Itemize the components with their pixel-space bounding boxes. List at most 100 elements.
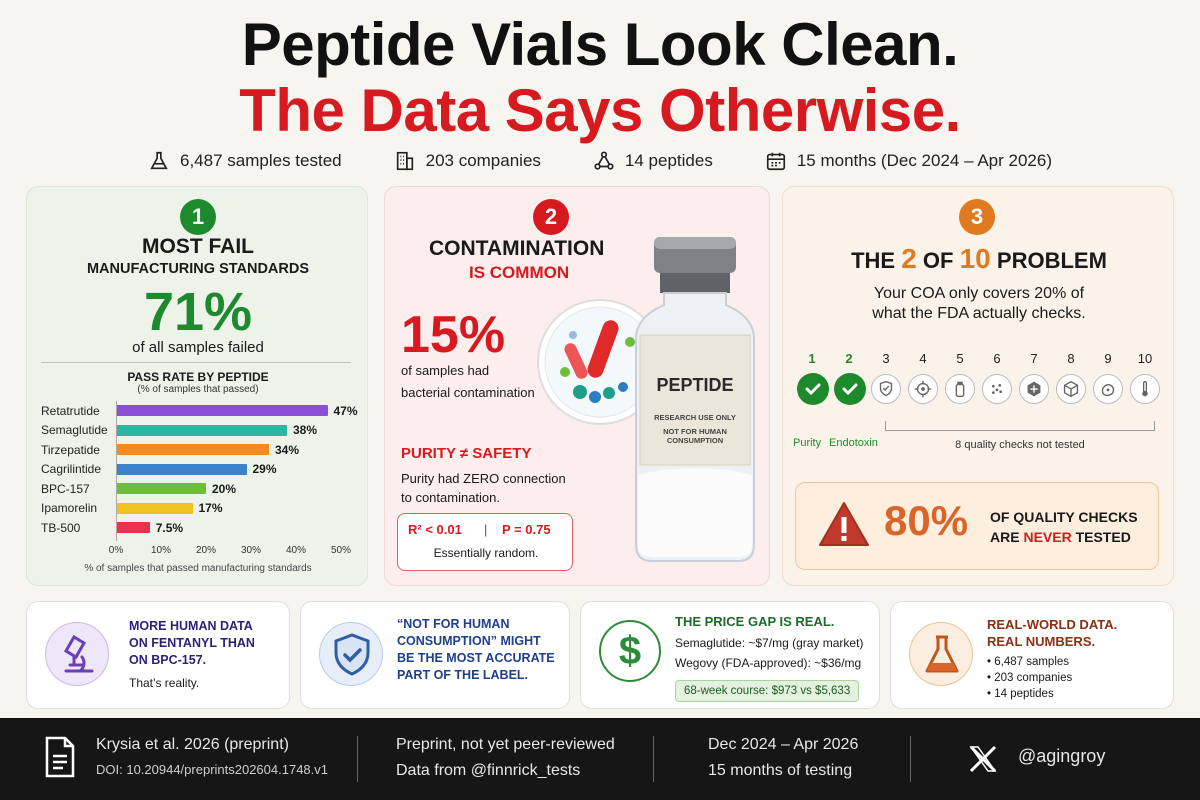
panel-2-of-10: 3 THE 2 OF 10 PROBLEM Your COA only cove…	[782, 186, 1174, 586]
card4-bullet-2: • 203 companies	[987, 672, 1073, 684]
card4-bullets: • 6,487 samples • 203 companies • 14 pep…	[987, 654, 1072, 702]
chart-x-tick: 20%	[195, 545, 217, 556]
stat-peptides: 14 peptides	[593, 150, 713, 172]
card1-line-2: ON FENTANYL THAN	[129, 636, 255, 650]
calendar-icon	[766, 152, 785, 171]
check-number: 1	[808, 351, 816, 366]
building-icon	[396, 151, 413, 171]
chart-x-tick: 30%	[240, 545, 262, 556]
x-logo-icon[interactable]	[968, 744, 998, 774]
chart-x-tick: 40%	[285, 545, 307, 556]
footer-duration: 15 months of testing	[708, 762, 853, 779]
footer: Krysia et al. 2026 (preprint) DOI: 10.20…	[0, 718, 1200, 800]
check-number: 2	[845, 351, 853, 366]
chart-bar-row: Cagrilintide 29%	[41, 460, 361, 480]
card2-line-3: BE THE MOST ACCURATE	[397, 651, 555, 665]
vial-sub-2: NOT FOR HUMAN CONSUMPTION	[663, 427, 727, 445]
not-tested-note: 8 quality checks not tested	[955, 439, 1085, 451]
chart-value-label: 34%	[275, 442, 300, 457]
card-fentanyl: MORE HUMAN DATA ON FENTANYL THAN ON BPC-…	[26, 601, 290, 709]
check-number: 8	[1067, 351, 1075, 366]
shield-circle	[319, 622, 383, 686]
card1-line-3: ON BPC-157.	[129, 653, 207, 667]
chart-x-tick: 50%	[330, 545, 352, 556]
panel-number-2: 2	[533, 199, 569, 235]
chart-bar	[116, 405, 328, 417]
warning-line-1: OF QUALITY CHECKS	[990, 509, 1138, 525]
stat-period-text: 15 months (Dec 2024 – Apr 2026)	[796, 151, 1052, 170]
stat-samples: 6,487 samples tested	[148, 150, 342, 172]
card-real-world: REAL-WORLD DATA. REAL NUMBERS. • 6,487 s…	[890, 601, 1174, 709]
footer-citation: Krysia et al. 2026 (preprint)	[96, 736, 289, 753]
w-are: ARE	[990, 529, 1024, 545]
stat-samples-text: 6,487 samples tested	[180, 151, 342, 170]
footer-divider-3	[910, 736, 911, 782]
divider	[41, 362, 351, 363]
check-blob-icon	[1093, 374, 1123, 404]
panel2-big-percent: 15%	[401, 306, 506, 364]
card1-line-1: MORE HUMAN DATA	[129, 619, 253, 633]
panel1-big-caption: of all samples failed	[132, 339, 264, 356]
check-box-icon	[1056, 374, 1086, 404]
panel-contamination: 2 CONTAMINATION IS COMMON 15% of samples…	[384, 186, 770, 586]
panel2-subheading: IS COMMON	[469, 263, 570, 282]
footer-divider-2	[653, 736, 654, 782]
pass-rate-chart: Retatrutide 47% Semaglutide 38% Tirzepatide 3…	[41, 401, 361, 541]
chart-bar-row: Tirzepatide 34%	[41, 440, 361, 460]
chart-y-axis	[116, 401, 117, 541]
check-hex-icon	[1019, 374, 1049, 404]
chart-x-tick: 0%	[108, 545, 124, 556]
footer-divider-1	[357, 736, 358, 782]
vial-icon	[635, 237, 755, 562]
panel-most-fail: 1 MOST FAIL MANUFACTURING STANDARDS 71% …	[26, 186, 368, 586]
chart-category-label: BPC-157	[41, 481, 90, 496]
check-thermo-icon	[1130, 374, 1160, 404]
document-icon	[45, 736, 75, 778]
chart-bar-row: TB-500 7.5%	[41, 518, 361, 538]
random-note: Essentially random.	[433, 546, 539, 560]
check-number: 5	[956, 351, 964, 366]
stat-peptides-text: 14 peptides	[624, 151, 713, 170]
footer-doi[interactable]: DOI: 10.20944/preprints202604.1748.v1	[96, 762, 329, 777]
chart-category-label: Semaglutide	[41, 423, 108, 438]
warning-big: 80%	[884, 497, 969, 544]
chart-bar	[116, 522, 150, 534]
microscope-circle	[45, 622, 109, 686]
card3-line-2: Wegovy (FDA-approved): ~$36/mg	[675, 656, 862, 670]
chart-xlabel: % of samples that passed manufacturing s…	[84, 563, 312, 574]
vial-sub-1: RESEARCH USE ONLY	[654, 413, 736, 422]
check-target-icon	[908, 374, 938, 404]
quality-checks-row: 1 2 3 4 5 6 7 8 9 10	[797, 351, 1167, 411]
footer-handle[interactable]: @agingroy	[1018, 746, 1106, 766]
card1-text: MORE HUMAN DATA ON FENTANYL THAN ON BPC-…	[129, 618, 255, 669]
chart-category-label: Retatrutide	[41, 403, 100, 418]
chart-value-label: 17%	[198, 501, 223, 516]
card4-b1: 6,487 samples	[994, 656, 1070, 668]
card2-line-4: PART OF THE LABEL.	[397, 668, 529, 682]
stat-companies-text: 203 companies	[425, 151, 541, 170]
card4-bullet-1: • 6,487 samples	[987, 656, 1070, 668]
panel2-heading: CONTAMINATION	[429, 237, 605, 260]
beaker-icon	[925, 635, 959, 673]
chart-value-label: 47%	[333, 403, 358, 418]
panel2-caption-1: of samples had	[401, 363, 490, 378]
title-line-2: The Data Says Otherwise.	[239, 77, 961, 144]
title-line-1: Peptide Vials Look Clean.	[241, 11, 959, 78]
chart-category-label: Tirzepatide	[41, 442, 100, 457]
chart-category-label: Ipamorelin	[41, 501, 98, 516]
chart-bar	[116, 444, 269, 456]
footer-data-source[interactable]: Data from @finnrick_tests	[396, 762, 581, 779]
stats-bar: 6,487 samples tested 203 companies 14 pe…	[0, 146, 1200, 176]
chart-category-label: TB-500	[41, 520, 81, 535]
panel-number-1: 1	[180, 199, 216, 235]
warning-line-2: ARE NEVER TESTED	[990, 529, 1131, 545]
purity-text-2: to contamination.	[401, 490, 501, 505]
panel3-heading: THE 2 OF 10 PROBLEM	[783, 243, 1175, 275]
warning-box: 80% OF QUALITY CHECKS ARE NEVER TESTED	[795, 482, 1159, 570]
w-tested: TESTED	[1071, 529, 1131, 545]
w-never: NEVER	[1023, 529, 1072, 545]
heading-of: OF	[922, 248, 954, 273]
card2-line-2: CONSUMPTION” MIGHT	[397, 634, 541, 648]
check-number: 3	[882, 351, 890, 366]
card3-title: THE PRICE GAP IS REAL.	[675, 614, 835, 629]
